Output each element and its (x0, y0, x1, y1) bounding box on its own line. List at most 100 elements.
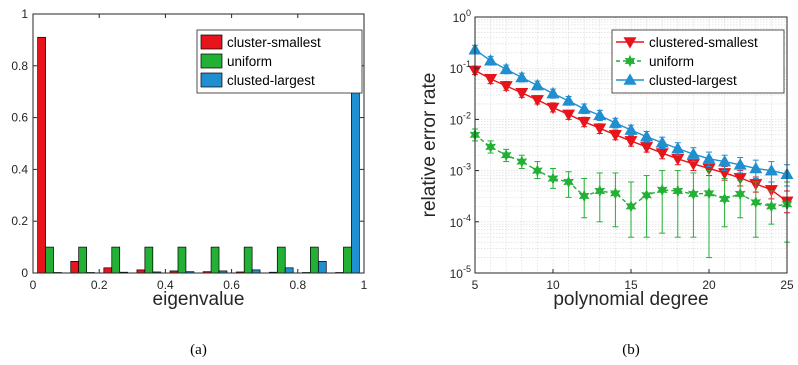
x-axis-label: polynomial degree (553, 289, 708, 310)
x-tick-label: 0.6 (223, 278, 240, 292)
y-tick-label: 10-1 (450, 59, 471, 76)
point-clustered-smallest-3 (515, 88, 529, 100)
panel-a-histogram: 0 0.2 0.4 0.6 0.8 1 0 0.2 0.4 0.6 0.8 1 eigenvalue (a… (11, 7, 367, 358)
legend-label-uniform: uniform (227, 54, 272, 69)
legend-box-a (196, 29, 363, 94)
point-clusted-largest-3 (515, 70, 529, 83)
point-uniform-17 (734, 187, 746, 201)
y-tick-exponent: -2 (463, 110, 471, 120)
point-uniform-3 (516, 155, 528, 168)
bar-uniform-2 (111, 246, 121, 274)
y-tick-exponent: -4 (463, 213, 471, 223)
point-clusted-largest-10 (624, 123, 638, 135)
y-tick-label: 0.4 (11, 162, 28, 176)
y-axis-label: relative error rate (419, 73, 440, 218)
point-clusted-largest-6 (562, 94, 576, 106)
y-tick-label: 10-4 (450, 213, 471, 230)
bar-cluster-smallest-2 (103, 267, 113, 274)
point-clustered-smallest-7 (577, 116, 591, 129)
legend-marker-clustered-smallest (623, 37, 637, 49)
point-uniform-7 (578, 189, 590, 203)
legend-label-uniform: uniform (649, 54, 694, 69)
y-tick-exponent: -3 (463, 162, 471, 172)
point-clusted-largest-15 (702, 152, 716, 164)
point-clusted-largest-14 (686, 147, 700, 159)
bar-uniform-9 (343, 246, 352, 274)
point-clusted-largest-5 (546, 86, 560, 99)
point-clustered-smallest-6 (562, 109, 576, 122)
bar-uniform-7 (276, 246, 286, 274)
x-tick-label: 25 (780, 278, 794, 292)
y-tick-base: 10 (450, 165, 464, 179)
point-uniform-11 (641, 189, 652, 202)
point-uniform-16 (719, 192, 730, 206)
legend-label-clustered-smallest: clustered-smallest (649, 35, 758, 50)
point-uniform-5 (547, 172, 559, 185)
point-uniform-14 (688, 187, 699, 201)
y-tick-base: 10 (450, 267, 464, 281)
point-clusted-largest-19 (764, 163, 778, 176)
legend-swatch-clusted-largest (200, 72, 223, 88)
point-clusted-largest-11 (640, 130, 654, 142)
x-tick-label: 1 (361, 278, 368, 292)
y-tick-label: 10-3 (450, 162, 471, 179)
point-uniform-1 (485, 140, 496, 154)
point-uniform-4 (532, 164, 543, 177)
axes-box-a (32, 13, 365, 274)
panel-caption-b: (b) (622, 342, 640, 358)
point-clustered-smallest-1 (484, 74, 498, 86)
bar-uniform-6 (243, 246, 253, 274)
bar-uniform-0 (45, 246, 54, 274)
point-uniform-13 (672, 184, 684, 198)
point-clustered-smallest-9 (608, 130, 622, 142)
y-tick-label: 0.8 (11, 59, 28, 73)
y-tick-base: 10 (450, 216, 464, 230)
point-clusted-largest-16 (718, 154, 732, 167)
legend-marker-uniform (624, 54, 636, 68)
point-clusted-largest-7 (577, 102, 591, 114)
y-tick-exponent: 0 (466, 8, 471, 18)
series-line-uniform (474, 134, 788, 208)
x-tick-label: 20 (702, 278, 716, 292)
point-uniform-8 (594, 184, 606, 198)
x-tick-label: 0 (30, 278, 37, 292)
x-axis-label: eigenvalue (153, 289, 245, 310)
y-tick-label: 0.2 (11, 214, 28, 228)
y-tick-label: 10-5 (450, 264, 471, 281)
y-tick-label: 1 (21, 7, 28, 21)
point-clusted-largest-9 (608, 116, 622, 128)
point-clusted-largest-2 (499, 62, 513, 75)
x-tick-label: 5 (472, 278, 479, 292)
y-tick-label: 10-2 (450, 110, 471, 127)
point-uniform-12 (656, 183, 668, 197)
point-clusted-largest-13 (671, 141, 685, 154)
x-tick-label: 0.4 (157, 278, 174, 292)
y-tick-label: 0 (21, 266, 28, 280)
bar-uniform-3 (144, 246, 154, 274)
point-clustered-smallest-5 (546, 102, 560, 115)
point-clusted-largest-17 (733, 158, 747, 170)
y-tick-label: 0.6 (11, 111, 28, 125)
point-clusted-largest-4 (530, 78, 544, 91)
x-tick-label: 10 (546, 278, 560, 292)
point-clustered-smallest-8 (593, 123, 607, 135)
point-uniform-2 (500, 148, 512, 162)
point-uniform-19 (766, 200, 777, 213)
x-tick-label: 0.2 (91, 278, 108, 292)
panel-b-error-plot: 5 10 15 20 2510-510-410-310-210-1100polynomi… (419, 8, 794, 358)
panel-caption-a: (a) (190, 342, 207, 358)
bar-uniform-8 (310, 246, 319, 274)
legend-label-cluster-smallest: cluster-smallest (227, 35, 321, 50)
bar-uniform-4 (177, 246, 187, 274)
point-uniform-10 (625, 200, 637, 213)
legend-swatch-uniform (200, 53, 223, 69)
point-uniform-9 (610, 187, 621, 200)
point-clustered-smallest-10 (624, 136, 638, 148)
point-uniform-6 (563, 175, 574, 189)
point-clusted-largest-1 (484, 54, 498, 66)
y-tick-exponent: -5 (463, 264, 471, 274)
legend-label-clusted-largest: clusted-largest (227, 73, 315, 88)
point-clustered-smallest-2 (499, 81, 513, 93)
point-uniform-15 (703, 187, 715, 200)
y-tick-exponent: -1 (463, 59, 471, 69)
